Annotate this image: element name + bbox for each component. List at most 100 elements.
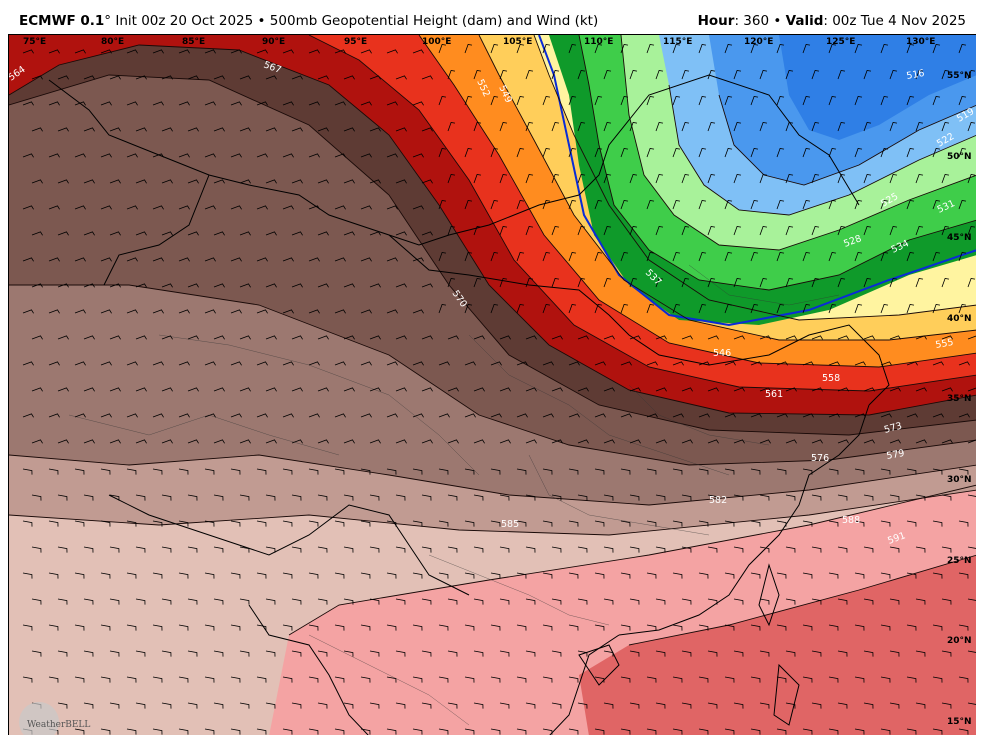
wind-barb (204, 257, 216, 262)
wind-barb (57, 598, 68, 605)
wind-barb (854, 96, 863, 106)
wind-barb (906, 44, 915, 54)
wind-barb (473, 70, 482, 80)
wind-barb (603, 387, 615, 392)
wind-barb (828, 44, 837, 54)
wind-barb (967, 546, 976, 549)
wind-barb (187, 179, 199, 184)
wind-barb (525, 650, 536, 657)
wind-barb (646, 676, 657, 683)
wind-barb (395, 650, 406, 657)
wind-barb (161, 702, 172, 709)
wind-barb (109, 598, 120, 605)
wind-barb (542, 572, 553, 579)
wind-barb (785, 174, 794, 184)
wind-barb (759, 702, 770, 709)
wind-barb (178, 361, 190, 366)
wind-barb (239, 702, 250, 709)
wind-barb (187, 598, 198, 605)
wind-barb (265, 127, 277, 132)
wind-barb (74, 153, 86, 158)
wind-barb (889, 650, 900, 657)
contour-label: 558 (822, 373, 840, 384)
wind-barb (239, 598, 250, 605)
wind-barb (880, 676, 891, 683)
wind-barb (152, 153, 164, 158)
wind-barb (291, 179, 303, 184)
wind-barb (31, 598, 42, 605)
wind-barb (516, 728, 527, 735)
wind-barb (256, 49, 268, 54)
contour-label: 585 (501, 519, 519, 530)
wind-barb (620, 676, 631, 683)
wind-barb (880, 361, 892, 366)
wind-barb (265, 283, 277, 288)
wind-barb (360, 728, 371, 735)
wind-barb (828, 148, 837, 158)
wind-barb (707, 494, 718, 501)
wind-barb (447, 439, 459, 444)
wind-barb (126, 153, 138, 158)
wind-barb (109, 283, 121, 288)
wind-barb (681, 439, 693, 444)
wind-barb (178, 413, 190, 418)
wind-barb (317, 650, 328, 657)
wind-barb (516, 361, 528, 366)
wind-barb (31, 546, 42, 553)
wind-barb (100, 413, 112, 418)
wind-barb (568, 572, 579, 579)
wind-barb (490, 624, 501, 631)
wind-barb (577, 598, 588, 605)
wind-barb (438, 728, 449, 735)
wind-barb (785, 70, 794, 80)
wind-barb (412, 205, 424, 210)
wind-barb (733, 226, 742, 236)
wind-barb (724, 413, 736, 418)
wind-barb (265, 546, 276, 553)
wind-barb (655, 335, 667, 340)
wind-barb (577, 439, 589, 444)
wind-barb (594, 304, 603, 314)
wind-barb (343, 127, 355, 132)
wind-barb (733, 387, 745, 392)
wind-barb (646, 200, 655, 210)
wind-barb (707, 335, 719, 340)
wind-barb (915, 494, 926, 501)
wind-barb (57, 75, 69, 80)
wind-barb (629, 387, 641, 392)
wind-barb (568, 96, 577, 106)
wind-barb (230, 309, 242, 314)
wind-barb (22, 309, 34, 314)
wind-barb (568, 728, 579, 735)
wind-barb (109, 546, 120, 553)
wind-barb (776, 520, 787, 527)
wind-barb (369, 494, 380, 501)
wind-barb (525, 278, 534, 288)
wind-barb (525, 226, 534, 236)
wind-barb (525, 439, 537, 444)
wind-barb (854, 572, 865, 579)
wind-barb (109, 702, 120, 709)
wind-barb (603, 439, 615, 444)
wind-barb (464, 572, 475, 579)
wind-barb (941, 387, 953, 392)
wind-barb (213, 702, 224, 709)
wind-barb (265, 650, 276, 657)
wind-barb (785, 226, 794, 236)
wind-barb (551, 702, 562, 709)
wind-barb (889, 278, 898, 288)
wind-barb (282, 309, 294, 314)
wind-barb (750, 624, 761, 631)
lat-label: 25°N (947, 556, 972, 566)
wind-barb (74, 676, 85, 683)
wind-barb (126, 520, 137, 527)
wind-barb (811, 70, 820, 80)
init-time: Init 00z 20 Oct 2025 (115, 13, 254, 29)
wind-barb (239, 283, 251, 288)
wind-barb (811, 122, 820, 132)
wind-barb (447, 650, 458, 657)
wind-barb (161, 127, 173, 132)
wind-barb (802, 468, 813, 475)
wind-barb (230, 153, 242, 158)
wind-barb (620, 148, 629, 158)
